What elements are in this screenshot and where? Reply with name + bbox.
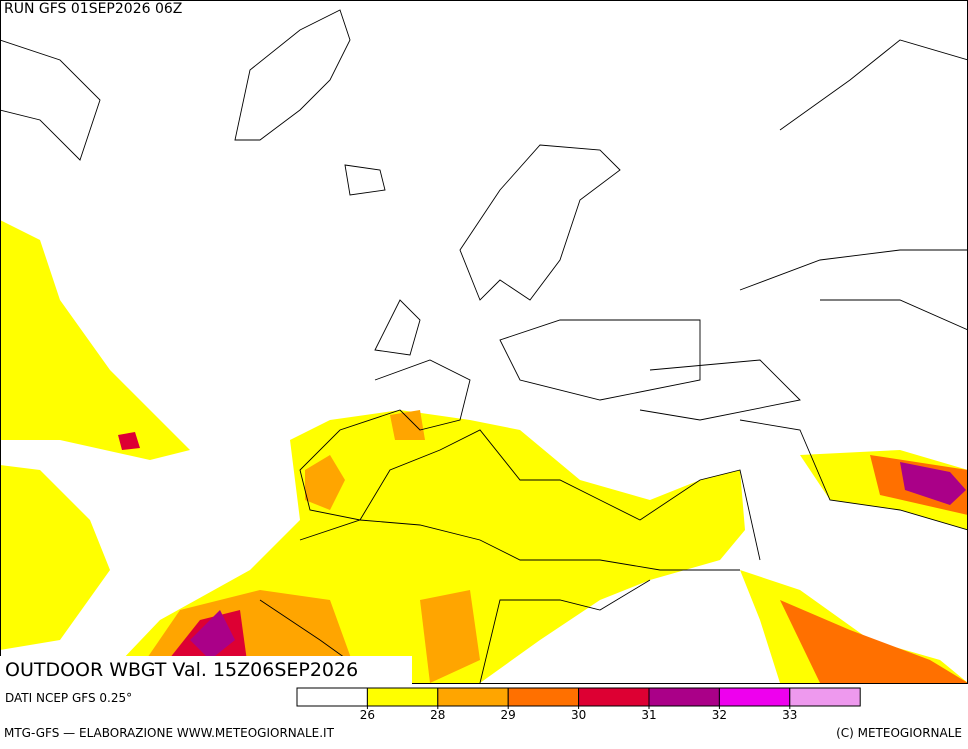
- legend: 26 28 29 30 31 32 33: [296, 687, 861, 722]
- run-label: RUN GFS 01SEP2026 06Z: [4, 1, 182, 17]
- legend-label: 26: [360, 708, 375, 722]
- title-box: [0, 656, 412, 684]
- legend-swatch: [296, 687, 368, 707]
- legend-label: 30: [571, 708, 586, 722]
- legend-swatch: [718, 687, 791, 707]
- legend-swatch: [578, 687, 650, 707]
- footer-right: (C) METEOGIORNALE: [836, 726, 962, 740]
- legend-label: 33: [782, 708, 797, 722]
- footer-left: MTG-GFS — ELABORAZIONE WWW.METEOGIORNALE…: [4, 726, 335, 740]
- title: OUTDOOR WBGT Val. 15Z06SEP2026: [5, 659, 358, 681]
- legend-swatch: [648, 687, 720, 707]
- wbgt-field: [0, 220, 968, 683]
- legend-swatch: [507, 687, 580, 707]
- legend-swatch: [366, 687, 439, 707]
- legend-label: 29: [501, 708, 516, 722]
- legend-swatch: [789, 687, 861, 707]
- legend-label: 28: [430, 708, 445, 722]
- legend-label: 32: [712, 708, 727, 722]
- source: DATI NCEP GFS 0.25°: [5, 691, 132, 705]
- legend-label: 31: [641, 708, 656, 722]
- legend-swatch: [437, 687, 509, 707]
